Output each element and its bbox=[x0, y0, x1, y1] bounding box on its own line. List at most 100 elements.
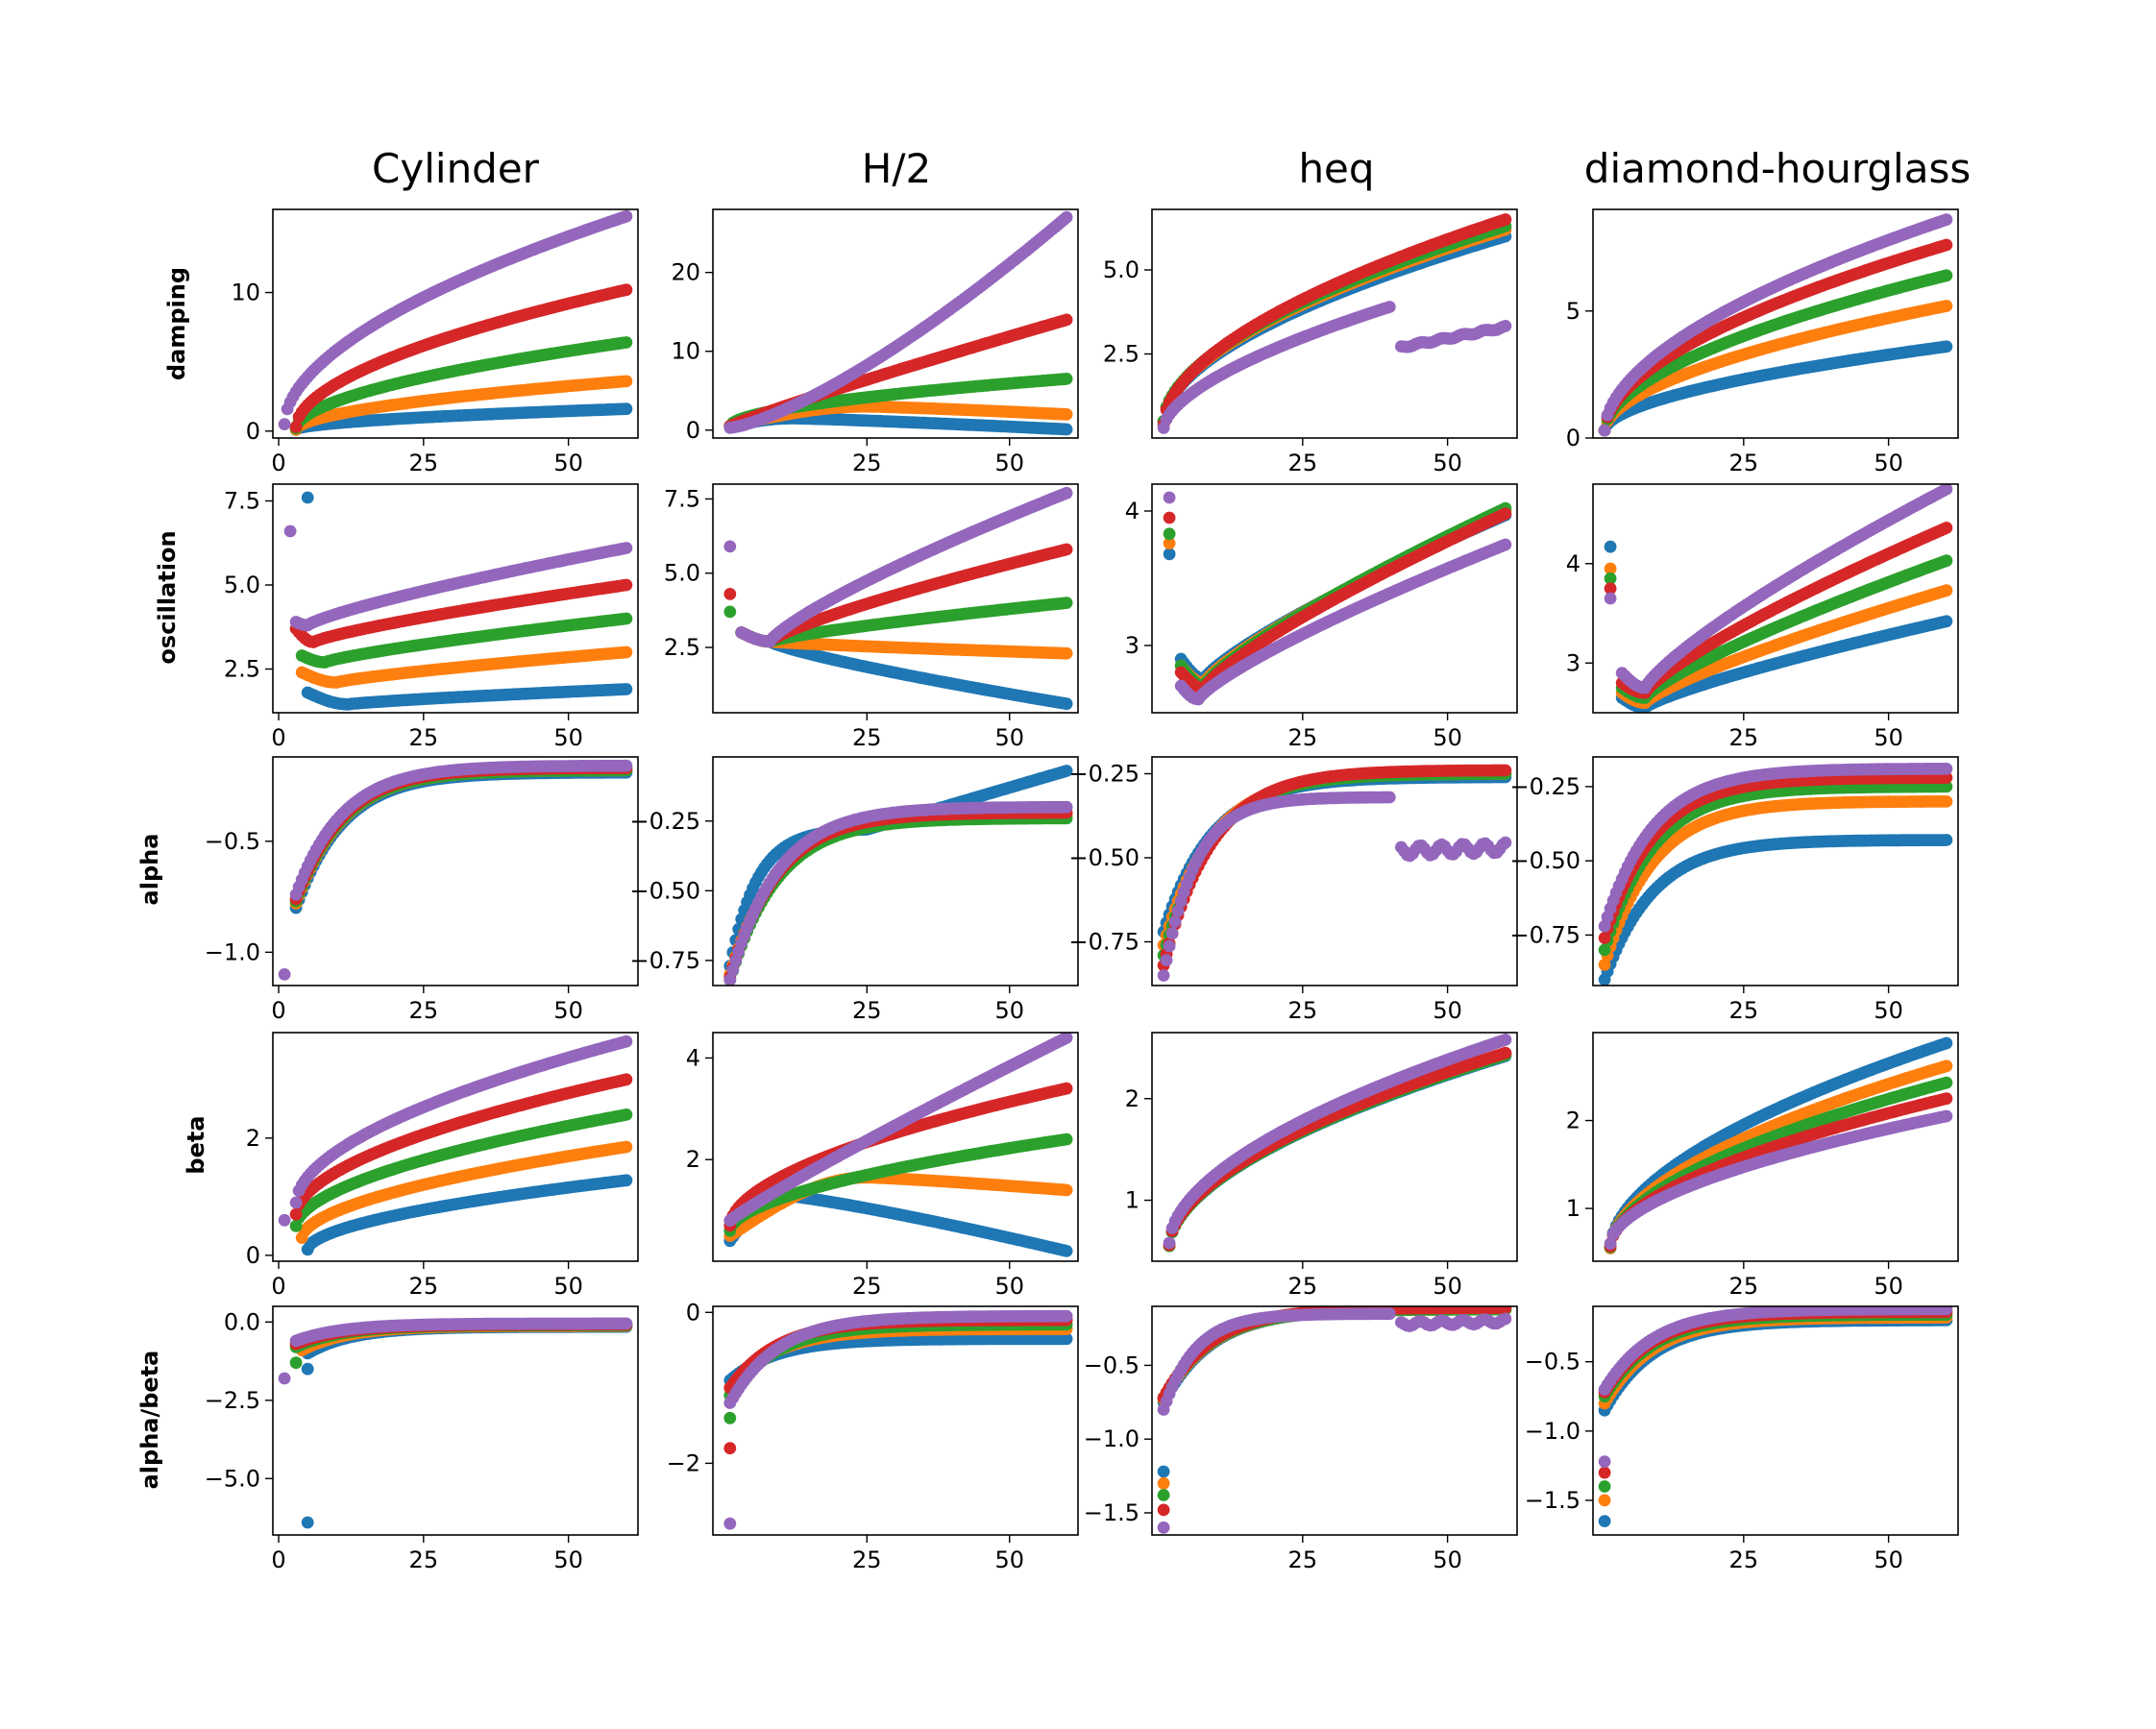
y-tick-label: 2.5 bbox=[664, 634, 700, 661]
point bbox=[1940, 213, 1953, 227]
point bbox=[1060, 597, 1073, 609]
series-5-damping-diamond-hourglass bbox=[1598, 213, 1953, 437]
series-2-damping-diamond-hourglass bbox=[1598, 300, 1953, 437]
outlier-point bbox=[1604, 572, 1617, 585]
series-2-oscillation-cylinder bbox=[295, 645, 633, 689]
outlier-point bbox=[1163, 537, 1176, 549]
point bbox=[620, 283, 633, 297]
series-5-damping-cylinder bbox=[278, 209, 633, 430]
outlier-point bbox=[1604, 562, 1617, 575]
y-tick-label: 5.0 bbox=[224, 572, 260, 598]
plot-area-damping-h-2 bbox=[723, 210, 1073, 436]
y-tick-label: 5.0 bbox=[664, 560, 700, 587]
series-5-damping-h-2 bbox=[723, 210, 1073, 434]
point bbox=[620, 645, 633, 659]
x-tick-label: 0 bbox=[271, 724, 285, 751]
plot-area-oscillation-diamond-hourglass bbox=[1604, 484, 1953, 713]
x-tick-label: 50 bbox=[1874, 724, 1903, 751]
x-tick-label: 25 bbox=[1288, 724, 1318, 751]
point bbox=[1940, 269, 1953, 282]
axes-frame-damping-diamond-hourglass bbox=[1592, 208, 1959, 439]
y-tick-label: 2.5 bbox=[1103, 341, 1139, 368]
x-tick-label: 25 bbox=[852, 724, 882, 751]
y-tick-label: 5 bbox=[1566, 298, 1580, 325]
point bbox=[1060, 313, 1073, 327]
outlier-point bbox=[1163, 491, 1176, 504]
column-title-heq: heq bbox=[1298, 145, 1374, 192]
x-tick-label: 25 bbox=[409, 450, 439, 476]
series-5-oscillation-heq bbox=[1174, 538, 1512, 706]
y-tick-label: 7.5 bbox=[224, 488, 260, 515]
point bbox=[1060, 423, 1073, 436]
row-label-oscillation: oscillation bbox=[154, 530, 181, 664]
y-tick-label: 7.5 bbox=[664, 485, 700, 512]
series-1-oscillation-cylinder bbox=[301, 683, 633, 711]
row-label-beta: beta bbox=[183, 1115, 209, 1174]
point bbox=[1060, 210, 1073, 224]
point bbox=[1940, 340, 1953, 353]
point bbox=[1060, 408, 1073, 421]
y-tick-label: 5.0 bbox=[1103, 256, 1139, 283]
series-5-oscillation-diamond-hourglass bbox=[1615, 484, 1953, 694]
point bbox=[278, 418, 291, 430]
outlier-point bbox=[1604, 582, 1617, 596]
row-label-damping: damping bbox=[163, 267, 190, 380]
point bbox=[1940, 615, 1953, 628]
point bbox=[1940, 238, 1953, 252]
series-5-oscillation-cylinder bbox=[289, 542, 633, 632]
point bbox=[1060, 486, 1073, 499]
x-tick-label: 25 bbox=[409, 724, 439, 751]
point bbox=[1060, 373, 1073, 385]
x-tick-label: 50 bbox=[553, 450, 583, 476]
series-5-oscillation-h-2 bbox=[735, 486, 1073, 648]
outlier-point bbox=[1604, 540, 1617, 553]
x-tick-label: 25 bbox=[1729, 724, 1759, 751]
point bbox=[1940, 484, 1953, 496]
series-3-oscillation-cylinder bbox=[295, 612, 633, 669]
y-tick-label: 0 bbox=[686, 417, 700, 444]
y-tick-label: 4 bbox=[1125, 498, 1139, 524]
panel-oscillation-cylinder: 0 25 502.55.07.5 bbox=[224, 483, 639, 751]
plot-area-damping-heq bbox=[1157, 213, 1512, 434]
axes-frame-oscillation-cylinder bbox=[272, 483, 639, 714]
panel-alpha-cylinder: 0 25 50−1.0−0.5 bbox=[205, 756, 639, 1024]
point bbox=[289, 421, 303, 433]
row-label-alpha: alpha bbox=[136, 834, 163, 906]
plot-area-damping-cylinder bbox=[278, 209, 633, 436]
outlier-point bbox=[723, 588, 737, 600]
point bbox=[620, 578, 633, 592]
axes-frame-oscillation-heq bbox=[1151, 483, 1518, 714]
column-title-cylinder: Cylinder bbox=[372, 145, 540, 192]
outlier-point bbox=[1163, 511, 1176, 524]
axes-frame-damping-cylinder bbox=[272, 208, 639, 439]
x-tick-label: 25 bbox=[1288, 450, 1318, 476]
series-5-damping-heq bbox=[1157, 301, 1512, 434]
row-label-alpha-beta: alpha/beta bbox=[136, 1351, 163, 1490]
point bbox=[1499, 320, 1512, 332]
outlier-point bbox=[1163, 548, 1176, 561]
x-tick-label: 50 bbox=[994, 724, 1024, 751]
point bbox=[1940, 554, 1953, 568]
column-title-diamond-hourglass: diamond-hourglass bbox=[1584, 145, 1971, 192]
x-tick-label: 50 bbox=[994, 450, 1024, 476]
point bbox=[1499, 213, 1512, 226]
x-tick-label: 25 bbox=[852, 450, 882, 476]
axes-frame-oscillation-diamond-hourglass bbox=[1592, 483, 1959, 714]
plot-area-alpha-cylinder bbox=[278, 759, 633, 981]
point bbox=[1598, 424, 1611, 437]
series-4-damping-cylinder bbox=[289, 283, 633, 433]
point bbox=[1940, 584, 1953, 597]
x-tick-label: 50 bbox=[553, 724, 583, 751]
outlier-point bbox=[1604, 592, 1617, 605]
axes-frame-oscillation-h-2 bbox=[712, 483, 1079, 714]
y-tick-label: 20 bbox=[671, 259, 700, 286]
outlier-point bbox=[723, 605, 737, 619]
axes-frame-damping-heq bbox=[1151, 208, 1518, 439]
outlier-point bbox=[1163, 527, 1176, 541]
x-tick-label: 50 bbox=[1874, 450, 1903, 476]
point bbox=[1940, 522, 1953, 534]
point bbox=[1383, 301, 1396, 313]
